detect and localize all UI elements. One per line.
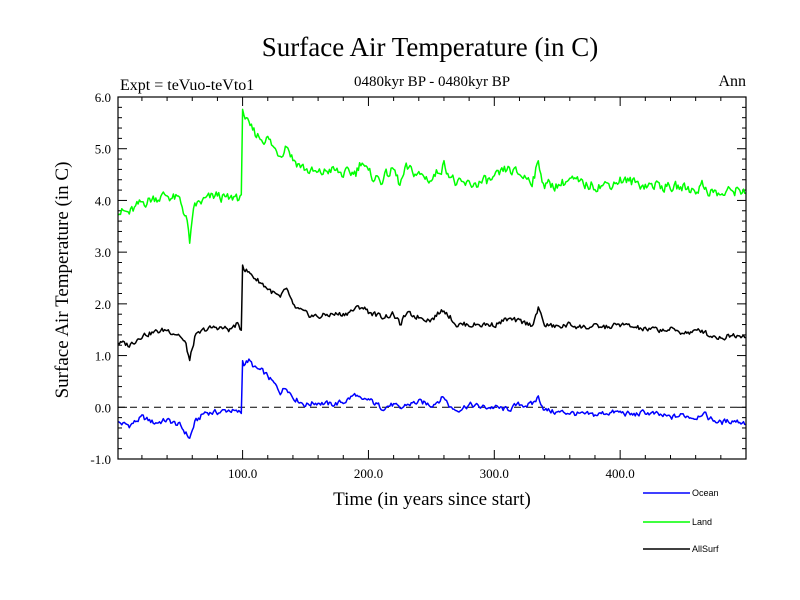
series-line-allsurf [117, 264, 747, 362]
series-line-ocean [117, 358, 747, 439]
plot-frame [117, 96, 747, 460]
series-layer [117, 108, 747, 439]
period-label: 0480kyr BP - 0480kyr BP [354, 74, 510, 90]
x-tick-label: 300.0 [480, 466, 509, 481]
y-tick-label: 3.0 [95, 245, 111, 260]
y-tick-label: -1.0 [90, 452, 111, 467]
x-tick-label: 400.0 [606, 466, 635, 481]
legend-label-land: Land [692, 517, 712, 527]
chart-title: Surface Air Temperature (in C) [262, 32, 599, 62]
y-tick-label: 6.0 [95, 90, 111, 105]
experiment-label: Expt = teVuo-teVto1 [120, 77, 254, 94]
y-tick-label: 2.0 [95, 297, 111, 312]
y-tick-label: 4.0 [95, 193, 111, 208]
legend: Ocean Land AllSurf [643, 488, 719, 554]
x-tick-label: 100.0 [228, 466, 257, 481]
x-tick-label: 200.0 [354, 466, 383, 481]
legend-label-ocean: Ocean [692, 488, 719, 498]
y-tick-label: 1.0 [95, 349, 111, 364]
x-axis-label: Time (in years since start) [333, 489, 531, 510]
y-tick-label: 5.0 [95, 142, 111, 157]
series-line-land [117, 108, 747, 244]
y-axis-label: Surface Air Temperature (in C) [52, 162, 73, 399]
legend-label-allsurf: AllSurf [692, 544, 719, 554]
y-tick-label: 0.0 [95, 400, 111, 415]
season-label: Ann [718, 73, 746, 90]
